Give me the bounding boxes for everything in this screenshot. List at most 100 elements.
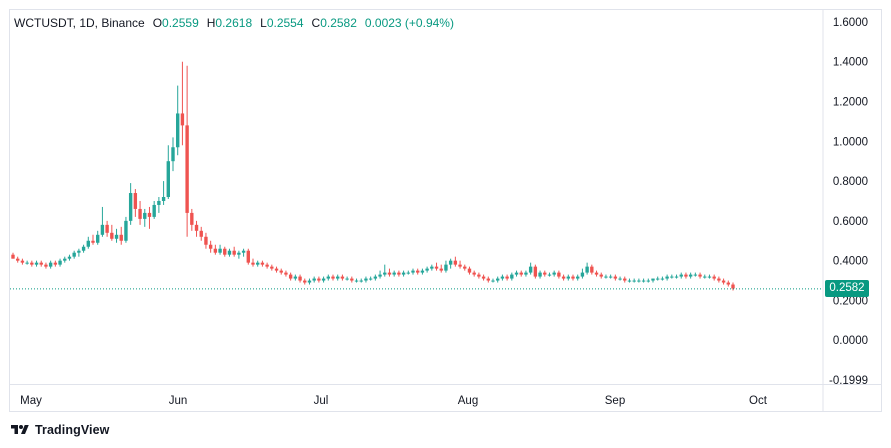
- legend-change: 0.0023 (+0.94%): [364, 16, 454, 30]
- candle-body: [321, 278, 326, 281]
- brand-name: TradingView: [35, 423, 110, 437]
- price-tick-label: 0.2000: [833, 295, 868, 307]
- candle-body: [444, 264, 448, 271]
- candle-body: [44, 264, 48, 267]
- price-tick-label: 1.2000: [833, 97, 868, 109]
- candle-body: [110, 232, 114, 239]
- candle-body: [147, 212, 152, 217]
- candle-body: [176, 113, 180, 148]
- candle-body: [590, 266, 594, 273]
- tradingview-brand[interactable]: TradingView: [10, 423, 110, 437]
- candle-body: [307, 280, 312, 283]
- candle-body: [303, 280, 307, 283]
- candle-body: [472, 272, 476, 275]
- candle-body: [34, 262, 39, 265]
- candle-body: [632, 280, 636, 282]
- candle-body: [481, 276, 486, 279]
- candle-body: [411, 270, 415, 273]
- candle-body: [77, 250, 81, 253]
- time-tick-label: Aug: [458, 395, 478, 407]
- price-tick-label: -0.1999: [829, 375, 868, 387]
- price-tick-label: 0.6000: [833, 216, 868, 228]
- candle-body: [533, 266, 538, 277]
- candle-body: [571, 276, 575, 279]
- candle-body: [251, 262, 255, 265]
- legend-high: H0.2618: [207, 16, 252, 30]
- candle-body: [336, 276, 340, 279]
- candle-body: [25, 262, 29, 264]
- candle-body: [500, 276, 505, 279]
- candle-body: [213, 248, 218, 253]
- candle-body: [312, 278, 316, 281]
- candle-body: [528, 266, 533, 273]
- candle-body: [439, 268, 443, 271]
- time-tick-label: May: [20, 395, 42, 407]
- legend-close-label: C: [311, 16, 321, 30]
- candle-body: [684, 274, 688, 277]
- candle-body: [627, 280, 632, 282]
- candle-body: [340, 276, 345, 279]
- candle-body: [119, 234, 123, 241]
- candle-body: [467, 268, 472, 273]
- candle-body: [317, 278, 321, 281]
- legend-low-label: L: [260, 16, 267, 30]
- candle-body: [133, 193, 138, 209]
- candle-body: [359, 280, 363, 282]
- candle-body: [463, 266, 467, 269]
- candle-body: [519, 272, 523, 275]
- candle-body: [665, 276, 669, 279]
- candle-body: [397, 272, 401, 275]
- candle-body: [345, 278, 349, 280]
- candle-body: [256, 262, 260, 265]
- candle-body: [623, 278, 627, 281]
- legend-close: C0.2582: [312, 16, 357, 30]
- time-tick-label: Jul: [314, 395, 329, 407]
- candle-body: [514, 272, 519, 275]
- price-tick-label: 0.8000: [833, 176, 868, 188]
- legend-high-label: H: [206, 16, 216, 30]
- candle-body: [458, 264, 462, 267]
- price-tick-label: 1.4000: [833, 57, 868, 69]
- candle-body: [698, 274, 702, 277]
- legend-open: O0.2559: [153, 16, 199, 30]
- candle-body: [350, 278, 354, 281]
- candle-body: [232, 250, 236, 255]
- candle-body: [387, 272, 392, 275]
- candle-body: [171, 147, 175, 162]
- candle-body: [434, 266, 439, 269]
- candle-body: [717, 278, 721, 281]
- candle-body: [618, 278, 622, 280]
- candle-body: [383, 272, 387, 275]
- current-price-tag: 0.2582: [825, 280, 869, 298]
- candle-body: [288, 274, 293, 279]
- candle-body: [53, 262, 58, 265]
- candle-body: [265, 264, 269, 267]
- candle-body: [227, 250, 232, 255]
- candle-body: [143, 212, 147, 219]
- candle-body: [124, 220, 128, 241]
- time-tick-label: Oct: [749, 395, 768, 407]
- candle-body: [594, 272, 599, 275]
- candle-body: [491, 280, 495, 282]
- legend-open-value: 0.2559: [162, 16, 199, 30]
- candle-body: [547, 274, 552, 276]
- candle-body: [114, 234, 119, 239]
- candle-body: [161, 197, 166, 201]
- candle-body: [425, 268, 429, 271]
- candle-body: [237, 252, 241, 255]
- candle-body: [241, 250, 246, 253]
- candle-body: [651, 278, 655, 281]
- candle-body: [208, 244, 213, 249]
- candle-body: [100, 224, 105, 235]
- candle-body: [270, 266, 274, 269]
- candle-body: [48, 262, 53, 267]
- candle-body: [152, 204, 156, 217]
- symbol-label[interactable]: WCTUSDT, 1D, Binance: [14, 16, 145, 30]
- candle-body: [378, 274, 382, 277]
- candle-body: [284, 272, 288, 275]
- candle-body: [246, 250, 250, 263]
- candle-body: [223, 248, 227, 255]
- price-tick-label: 0.0000: [833, 335, 868, 347]
- price-tick-label: 1.6000: [833, 17, 868, 29]
